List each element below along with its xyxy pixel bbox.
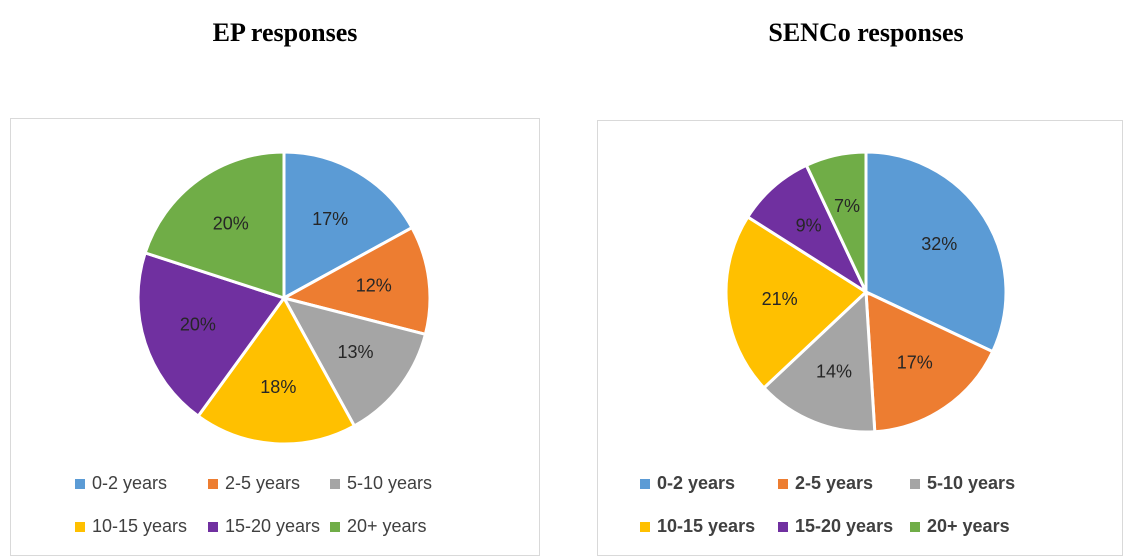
data-label: 18% — [260, 377, 296, 397]
pie-slice — [864, 289, 995, 434]
chart-title: SENCo responses — [768, 18, 963, 47]
legend-label: 10-15 years — [92, 516, 187, 536]
legend-label: 5-10 years — [347, 473, 432, 493]
data-label: 9% — [796, 216, 822, 236]
legend-label: 2-5 years — [795, 473, 873, 493]
pie-slice — [281, 295, 428, 428]
legend-label: 0-2 years — [92, 473, 167, 493]
data-label: 32% — [921, 234, 957, 254]
pie-slice — [143, 150, 286, 301]
pie-slice — [279, 225, 432, 337]
legend-swatch — [778, 522, 788, 532]
legend-label: 15-20 years — [795, 516, 893, 536]
legend-label: 5-10 years — [927, 473, 1015, 493]
pie-slice — [745, 163, 870, 297]
legend-swatch — [208, 479, 218, 489]
pie-slice — [864, 150, 1008, 354]
pie-slice — [724, 214, 869, 390]
pie-slice — [282, 150, 414, 301]
legend-swatch — [640, 522, 650, 532]
data-label: 20% — [180, 315, 216, 335]
data-label: 17% — [897, 353, 933, 373]
legend-label: 20+ years — [347, 516, 427, 536]
pie-slice — [804, 150, 868, 293]
legend-swatch — [208, 522, 218, 532]
legend-label: 15-20 years — [225, 516, 320, 536]
legend-swatch — [75, 479, 85, 489]
legend-label: 20+ years — [927, 516, 1010, 536]
legend-swatch — [640, 479, 650, 489]
legend-swatch — [778, 479, 788, 489]
legend-label: 0-2 years — [657, 473, 735, 493]
data-label: 14% — [816, 361, 852, 381]
legend-swatch — [330, 522, 340, 532]
pie-slice — [761, 288, 877, 434]
data-label: 17% — [312, 209, 348, 229]
legend-swatch — [910, 479, 920, 489]
legend-swatch — [330, 479, 340, 489]
data-label: 12% — [356, 275, 392, 295]
legend-swatch — [75, 522, 85, 532]
data-label: 20% — [213, 214, 249, 234]
data-label: 7% — [834, 196, 860, 216]
pie-slice — [196, 295, 357, 446]
data-label: 21% — [762, 289, 798, 309]
data-label: 13% — [338, 342, 374, 362]
legend-label: 10-15 years — [657, 516, 755, 536]
chart-title: EP responses — [213, 18, 358, 47]
pie-slice — [136, 250, 287, 419]
legend-label: 2-5 years — [225, 473, 300, 493]
legend-swatch — [910, 522, 920, 532]
